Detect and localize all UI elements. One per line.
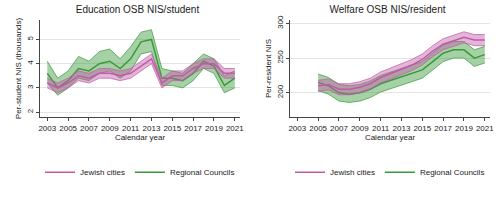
- svg-text:3: 3: [26, 84, 35, 89]
- svg-text:Education OSB NIS/student: Education OSB NIS/student: [76, 4, 200, 15]
- svg-text:2013: 2013: [393, 124, 411, 133]
- svg-text:2003: 2003: [38, 124, 56, 133]
- svg-text:250: 250: [276, 50, 285, 64]
- svg-text:2007: 2007: [330, 124, 348, 133]
- svg-text:Per-resident NIS: Per-resident NIS: [264, 39, 273, 98]
- svg-text:Jewish cities: Jewish cities: [80, 168, 125, 177]
- svg-text:Jewish cities: Jewish cities: [330, 168, 375, 177]
- svg-text:2: 2: [26, 108, 35, 113]
- svg-text:Welfare OSB NIS/resident: Welfare OSB NIS/resident: [330, 4, 446, 15]
- svg-text:2007: 2007: [80, 124, 98, 133]
- svg-text:2009: 2009: [101, 124, 119, 133]
- svg-text:2011: 2011: [122, 124, 140, 133]
- svg-text:2021: 2021: [476, 124, 494, 133]
- svg-text:2003: 2003: [288, 124, 306, 133]
- svg-text:2019: 2019: [455, 124, 473, 133]
- svg-text:2017: 2017: [434, 124, 452, 133]
- svg-text:2017: 2017: [184, 124, 202, 133]
- svg-text:2011: 2011: [372, 124, 390, 133]
- svg-text:2013: 2013: [143, 124, 161, 133]
- svg-text:2015: 2015: [413, 124, 431, 133]
- svg-text:2021: 2021: [226, 124, 244, 133]
- svg-text:2019: 2019: [205, 124, 223, 133]
- svg-text:2005: 2005: [309, 124, 327, 133]
- svg-text:Calendar year: Calendar year: [365, 133, 416, 142]
- svg-text:2015: 2015: [163, 124, 181, 133]
- svg-text:Regional Councils: Regional Councils: [170, 168, 234, 177]
- svg-text:Regional Councils: Regional Councils: [420, 168, 484, 177]
- svg-text:4: 4: [26, 60, 35, 65]
- svg-text:2009: 2009: [351, 124, 369, 133]
- svg-text:Per-student NIS (thousands): Per-student NIS (thousands): [14, 17, 23, 119]
- svg-text:200: 200: [276, 84, 285, 98]
- svg-text:Calendar year: Calendar year: [115, 133, 166, 142]
- svg-text:2005: 2005: [59, 124, 77, 133]
- svg-text:300: 300: [276, 15, 285, 29]
- svg-text:5: 5: [26, 35, 35, 40]
